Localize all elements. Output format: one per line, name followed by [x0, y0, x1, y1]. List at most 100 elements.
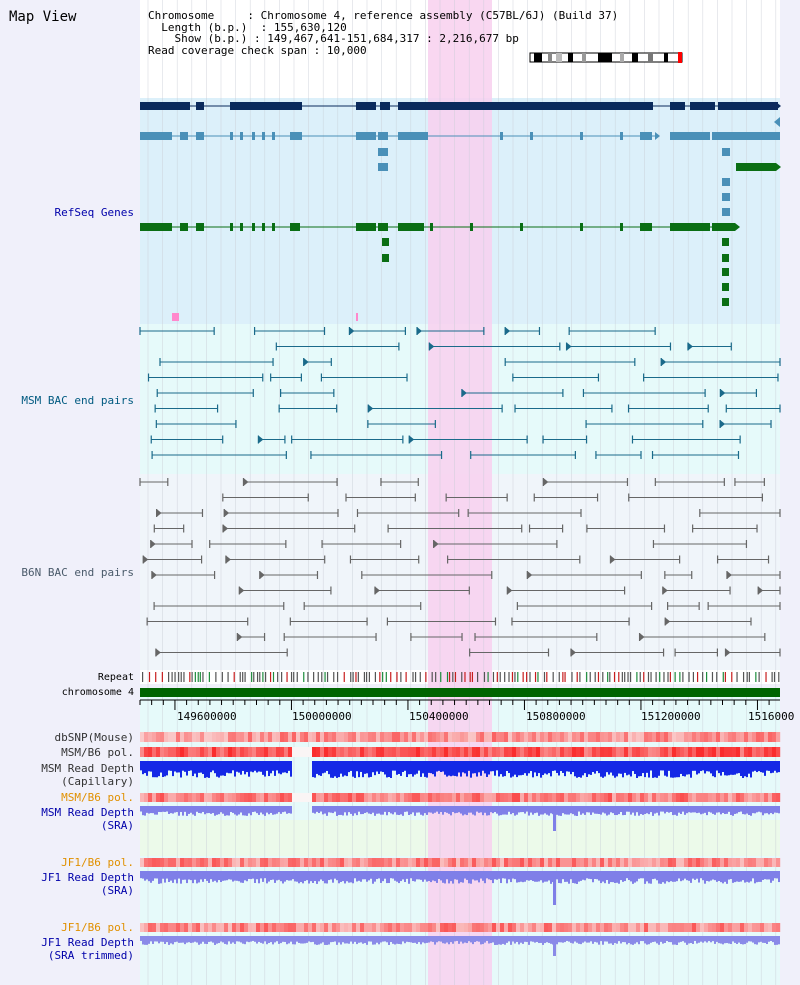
heat-cell — [752, 747, 757, 757]
depth-bar — [174, 761, 176, 772]
track-label-b6n-bac[interactable]: B6N BAC end pairs — [21, 566, 134, 579]
heat-cell — [160, 732, 165, 742]
heat-cell — [604, 747, 609, 757]
depth-bar — [662, 761, 664, 771]
heat-cell — [336, 923, 341, 932]
heat-cell — [164, 923, 169, 932]
repeat-bar — [613, 672, 616, 682]
repeat-bar — [425, 672, 427, 682]
depth-bar — [190, 936, 192, 943]
msm-bac-pairs[interactable] — [139, 327, 781, 459]
depth-bar — [234, 761, 236, 777]
heat-cell — [140, 793, 145, 802]
heat-cell — [652, 858, 657, 867]
depth-bar — [556, 761, 558, 774]
depth-bar — [560, 936, 562, 943]
heat-cell — [584, 923, 589, 932]
heat-cell — [512, 747, 517, 757]
heat-cell — [164, 747, 169, 757]
heat-cell — [500, 747, 505, 757]
heat-cell — [740, 747, 745, 757]
heat-cell — [524, 747, 529, 757]
depth-bar — [602, 806, 604, 813]
heat-cell — [432, 858, 437, 867]
heat-cell — [440, 732, 445, 742]
chromosome-ideogram[interactable] — [529, 52, 683, 63]
depth-bar — [628, 871, 630, 881]
depth-bar — [508, 936, 510, 942]
heat-cell — [532, 858, 537, 867]
heat-cell — [576, 732, 581, 742]
depth-bar — [246, 806, 248, 816]
depth-bar — [634, 806, 636, 816]
heat-cell — [620, 923, 625, 932]
depth-bar — [274, 806, 276, 815]
heat-cell — [636, 732, 641, 742]
heat-cell — [496, 923, 501, 932]
depth-bar — [602, 936, 604, 945]
heat-cell — [464, 732, 469, 742]
depth-bar — [478, 871, 480, 883]
track-label-msm-bac[interactable]: MSM BAC end pairs — [21, 394, 134, 407]
heat-cell — [180, 747, 185, 757]
heat-cell — [748, 747, 753, 757]
depth-bar — [318, 936, 320, 945]
depth-bar — [768, 761, 770, 771]
heat-cell — [312, 923, 317, 932]
depth-bar — [484, 871, 486, 884]
depth-bar — [562, 806, 564, 814]
depth-bar — [612, 871, 614, 883]
heat-cell — [304, 732, 309, 742]
depth-bar — [368, 936, 370, 942]
heat-cell — [644, 923, 649, 932]
repeat-bar — [454, 672, 457, 682]
depth-bar — [708, 871, 710, 882]
depth-bar — [326, 936, 328, 945]
depth-bar — [626, 936, 628, 945]
refseq-gene-glyphs[interactable] — [140, 102, 781, 321]
depth-bar — [222, 761, 224, 776]
heat-cell — [368, 732, 373, 742]
depth-bar — [356, 806, 358, 816]
selection-highlight[interactable] — [428, 0, 492, 985]
track-label-refseq[interactable]: RefSeq Genes — [54, 206, 134, 219]
heat-cell — [356, 793, 361, 802]
depth-bar — [614, 936, 616, 943]
depth-bar — [492, 871, 494, 884]
heat-cell — [220, 923, 225, 932]
heat-cell — [692, 732, 697, 742]
heat-cell — [616, 923, 621, 932]
depth-bar — [240, 806, 242, 813]
depth-bar — [592, 761, 594, 772]
depth-bar — [568, 871, 570, 884]
repeat-bar — [374, 672, 376, 682]
heat-cell — [472, 793, 477, 802]
depth-bar — [330, 761, 332, 778]
heat-cell — [488, 923, 493, 932]
heat-cell — [564, 793, 569, 802]
heat-cell — [232, 747, 237, 757]
heat-cell — [144, 923, 149, 932]
repeat-bar — [208, 672, 210, 682]
depth-bar — [624, 871, 626, 882]
heat-cell — [664, 858, 669, 867]
depth-bar — [702, 761, 704, 771]
depth-bar — [390, 936, 392, 943]
depth-bar — [686, 871, 688, 881]
depth-bar — [688, 871, 690, 881]
depth-bar — [310, 936, 312, 943]
depth-bar — [398, 761, 400, 775]
heat-cell — [216, 747, 221, 757]
depth-bar — [360, 936, 362, 943]
heat-cell — [648, 732, 653, 742]
heat-cell — [568, 732, 573, 742]
b6n-bac-pairs[interactable] — [139, 478, 781, 657]
heat-cell — [228, 793, 233, 802]
heat-cell — [268, 793, 273, 802]
depth-bar — [184, 871, 186, 880]
heat-cell — [724, 923, 729, 932]
depth-bar — [164, 871, 166, 883]
depth-bar — [440, 806, 442, 813]
heat-cell — [348, 923, 353, 932]
